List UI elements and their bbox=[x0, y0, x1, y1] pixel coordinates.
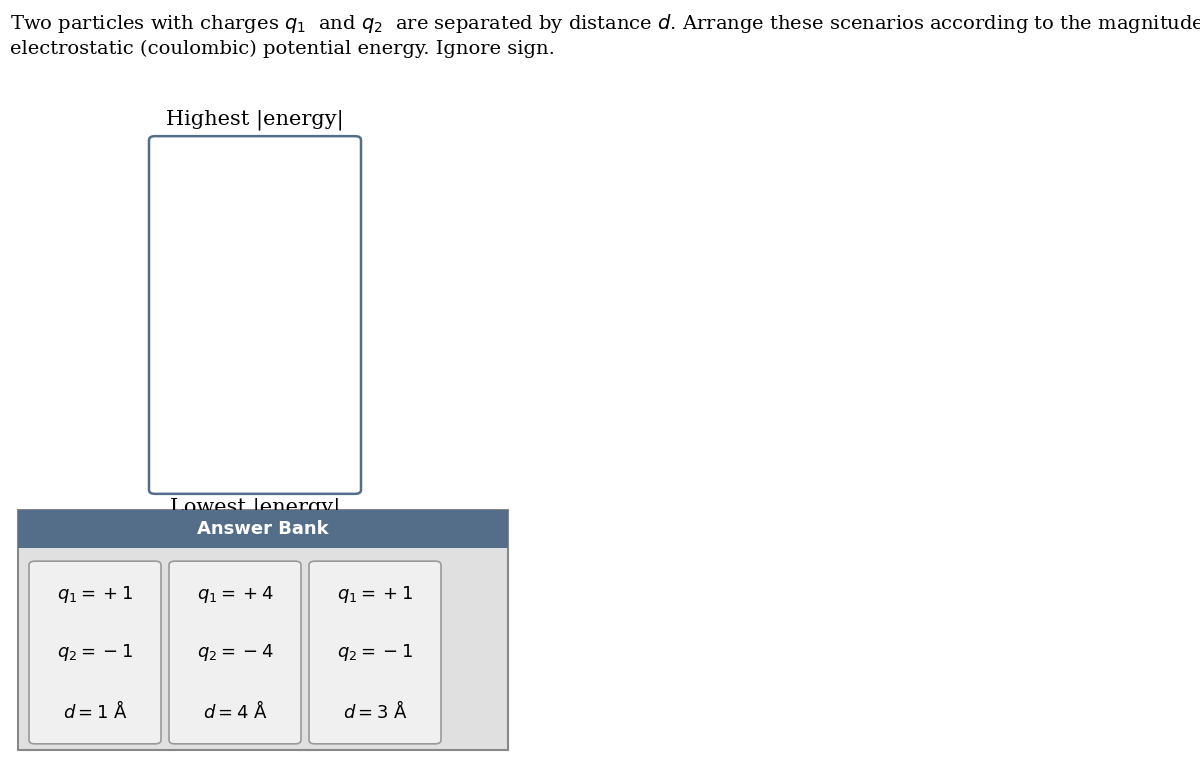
Text: Answer Bank: Answer Bank bbox=[197, 520, 329, 538]
Text: $d = 3$ Å: $d = 3$ Å bbox=[342, 700, 408, 722]
Text: Lowest |energy|: Lowest |energy| bbox=[170, 498, 340, 518]
Text: $d = 1$ Å: $d = 1$ Å bbox=[62, 700, 127, 722]
Text: $q_1 = +1$: $q_1 = +1$ bbox=[58, 584, 133, 604]
Text: electrostatic (coulombic) potential energy. Ignore sign.: electrostatic (coulombic) potential ener… bbox=[10, 40, 554, 58]
Text: Two particles with charges $q_1$  and $q_2$  are separated by distance $d$. Arra: Two particles with charges $q_1$ and $q_… bbox=[10, 12, 1200, 35]
Text: $q_2 = -1$: $q_2 = -1$ bbox=[58, 642, 133, 663]
Text: Highest |energy|: Highest |energy| bbox=[166, 109, 344, 130]
Text: $q_1 = +1$: $q_1 = +1$ bbox=[337, 584, 413, 604]
Text: $q_2 = -1$: $q_2 = -1$ bbox=[337, 642, 413, 663]
Text: $q_2 = -4$: $q_2 = -4$ bbox=[197, 642, 274, 663]
Text: $d = 4$ Å: $d = 4$ Å bbox=[203, 700, 268, 722]
Text: $q_1 = +4$: $q_1 = +4$ bbox=[197, 584, 274, 604]
